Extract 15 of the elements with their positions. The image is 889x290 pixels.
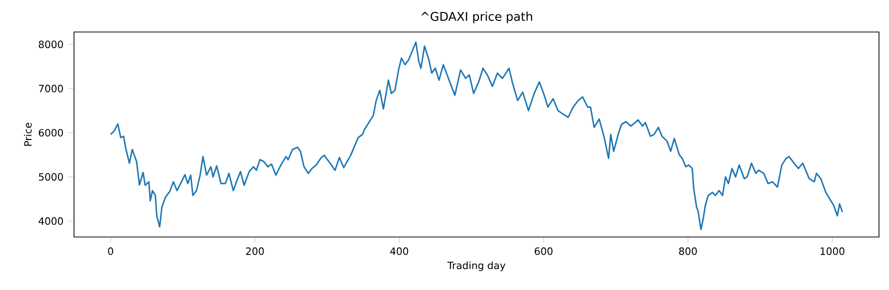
x-tick-label: 200	[246, 247, 264, 255]
chart-title: ^GDAXI price path	[421, 12, 532, 24]
y-tick-label: 8000	[38, 40, 63, 48]
y-tick-label: 7000	[38, 84, 63, 92]
y-tick-label: 4000	[38, 217, 63, 225]
x-tick-label: 600	[534, 247, 552, 255]
line-series	[110, 41, 844, 230]
x-tick-label: 0	[108, 247, 114, 255]
x-axis-title: Trading day	[447, 261, 506, 272]
y-tick-label: 5000	[38, 173, 63, 181]
x-tick-label: 400	[390, 247, 408, 255]
x-tick-label: 800	[679, 247, 697, 255]
y-tick-label: 6000	[38, 128, 63, 137]
y-axis-title: Price	[24, 122, 32, 146]
x-tick-label: 1000	[820, 247, 844, 255]
